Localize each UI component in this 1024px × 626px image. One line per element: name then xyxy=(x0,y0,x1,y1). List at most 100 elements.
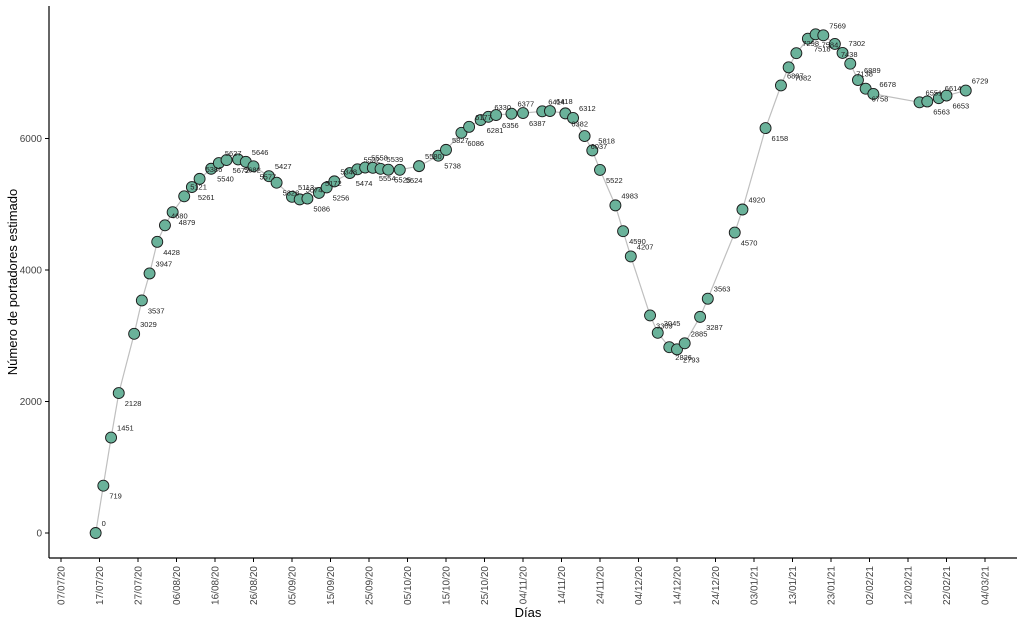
x-tick-label: 07/07/20 xyxy=(57,566,68,605)
x-tick-label: 23/01/21 xyxy=(827,566,838,605)
data-point xyxy=(817,29,830,42)
data-point xyxy=(759,122,772,135)
data-label: 2128 xyxy=(125,399,142,408)
data-point xyxy=(270,176,283,189)
data-label: 5646 xyxy=(252,148,269,157)
data-label: 7138 xyxy=(856,70,873,79)
data-label: 6356 xyxy=(502,121,519,130)
data-point xyxy=(105,431,118,444)
data-point xyxy=(790,47,803,60)
data-label: 6377 xyxy=(517,100,534,109)
data-label: 6037 xyxy=(591,142,608,151)
data-label: 7298 xyxy=(802,39,819,48)
data-point xyxy=(544,105,556,117)
data-point xyxy=(940,89,953,102)
data-label: 1451 xyxy=(117,424,134,433)
data-label: 6551 xyxy=(926,88,943,97)
y-axis-title: Número de portadores estimado xyxy=(5,189,20,375)
data-label: 5539 xyxy=(387,155,404,164)
data-point xyxy=(301,192,314,205)
data-label: 6758 xyxy=(872,95,889,104)
x-tick-label: 04/03/21 xyxy=(981,566,992,605)
data-point xyxy=(567,112,579,124)
x-tick-label: 24/12/20 xyxy=(711,566,722,605)
data-label: 6330 xyxy=(494,103,511,112)
data-label: 5524 xyxy=(406,176,423,185)
data-label: 5738 xyxy=(444,162,461,171)
data-label: 6382 xyxy=(571,119,588,128)
data-label: 4428 xyxy=(163,248,180,257)
data-point xyxy=(959,84,972,97)
x-tick-label: 15/09/20 xyxy=(326,566,337,605)
data-point xyxy=(166,206,179,219)
data-label: 5328 xyxy=(283,189,300,198)
data-label: 5558 xyxy=(371,154,388,163)
data-label: 719 xyxy=(109,492,122,501)
data-label: 5580 xyxy=(425,152,442,161)
data-label: 5627 xyxy=(225,149,242,158)
data-label: 6614 xyxy=(945,84,962,93)
data-point xyxy=(247,160,260,173)
data-point xyxy=(624,250,637,263)
y-tick-label: 6000 xyxy=(20,134,43,145)
data-point xyxy=(836,46,849,59)
data-point xyxy=(782,61,795,74)
data-label: 5121 xyxy=(190,182,207,191)
data-point xyxy=(586,144,599,157)
data-label: 6177 xyxy=(475,113,492,122)
data-point xyxy=(651,326,664,339)
data-point xyxy=(644,309,656,322)
data-point xyxy=(193,172,206,185)
data-point xyxy=(701,292,714,305)
data-point xyxy=(128,327,141,340)
y-tick-label: 4000 xyxy=(20,266,43,277)
data-point xyxy=(852,74,864,86)
axes xyxy=(48,6,1017,559)
data-point xyxy=(158,219,171,232)
data-label: 6678 xyxy=(879,80,896,89)
data-label: 5261 xyxy=(198,193,215,202)
data-point xyxy=(844,57,857,70)
x-tick-label: 26/08/20 xyxy=(249,566,260,605)
x-tick-label: 02/02/21 xyxy=(865,566,876,605)
data-point xyxy=(135,294,148,307)
data-label: 0 xyxy=(102,519,106,528)
data-label: 6414 xyxy=(548,97,565,106)
data-label: 4570 xyxy=(741,239,758,248)
x-tick-label: 15/10/20 xyxy=(442,566,453,605)
data-point xyxy=(617,225,630,238)
data-label: 3029 xyxy=(140,320,157,329)
x-tick-label: 05/09/20 xyxy=(288,566,299,605)
data-point xyxy=(328,175,341,188)
data-label: 6312 xyxy=(579,104,596,113)
x-tick-label: 14/11/20 xyxy=(557,566,568,605)
data-label: 5113 xyxy=(298,183,314,192)
data-point xyxy=(678,337,691,350)
data-point xyxy=(490,109,502,122)
data-label: 4680 xyxy=(171,211,188,220)
data-point xyxy=(867,87,880,100)
data-label: 3947 xyxy=(156,259,173,268)
x-tick-label: 04/11/20 xyxy=(519,566,530,605)
data-label: 3537 xyxy=(148,306,165,315)
data-label: 5074 xyxy=(306,185,323,194)
y-tick-label: 2000 xyxy=(20,397,43,408)
data-label: 7082 xyxy=(795,73,812,82)
data-label: 5522 xyxy=(606,176,623,185)
data-point xyxy=(594,163,606,176)
data-label: 5386 xyxy=(206,165,223,174)
data-label: 6086 xyxy=(467,139,484,148)
data-label: 5827 xyxy=(452,136,469,145)
series-layer xyxy=(89,28,972,539)
data-label: 7518 xyxy=(814,45,831,54)
data-label: 4207 xyxy=(637,242,654,251)
data-label: 5525 xyxy=(394,176,411,185)
data-label: 4879 xyxy=(179,218,196,227)
data-point xyxy=(775,79,787,92)
data-point xyxy=(736,203,749,216)
x-tick-label: 04/12/20 xyxy=(634,566,645,605)
data-label: 3045 xyxy=(664,319,681,328)
x-tick-label: 13/01/21 xyxy=(788,566,799,605)
